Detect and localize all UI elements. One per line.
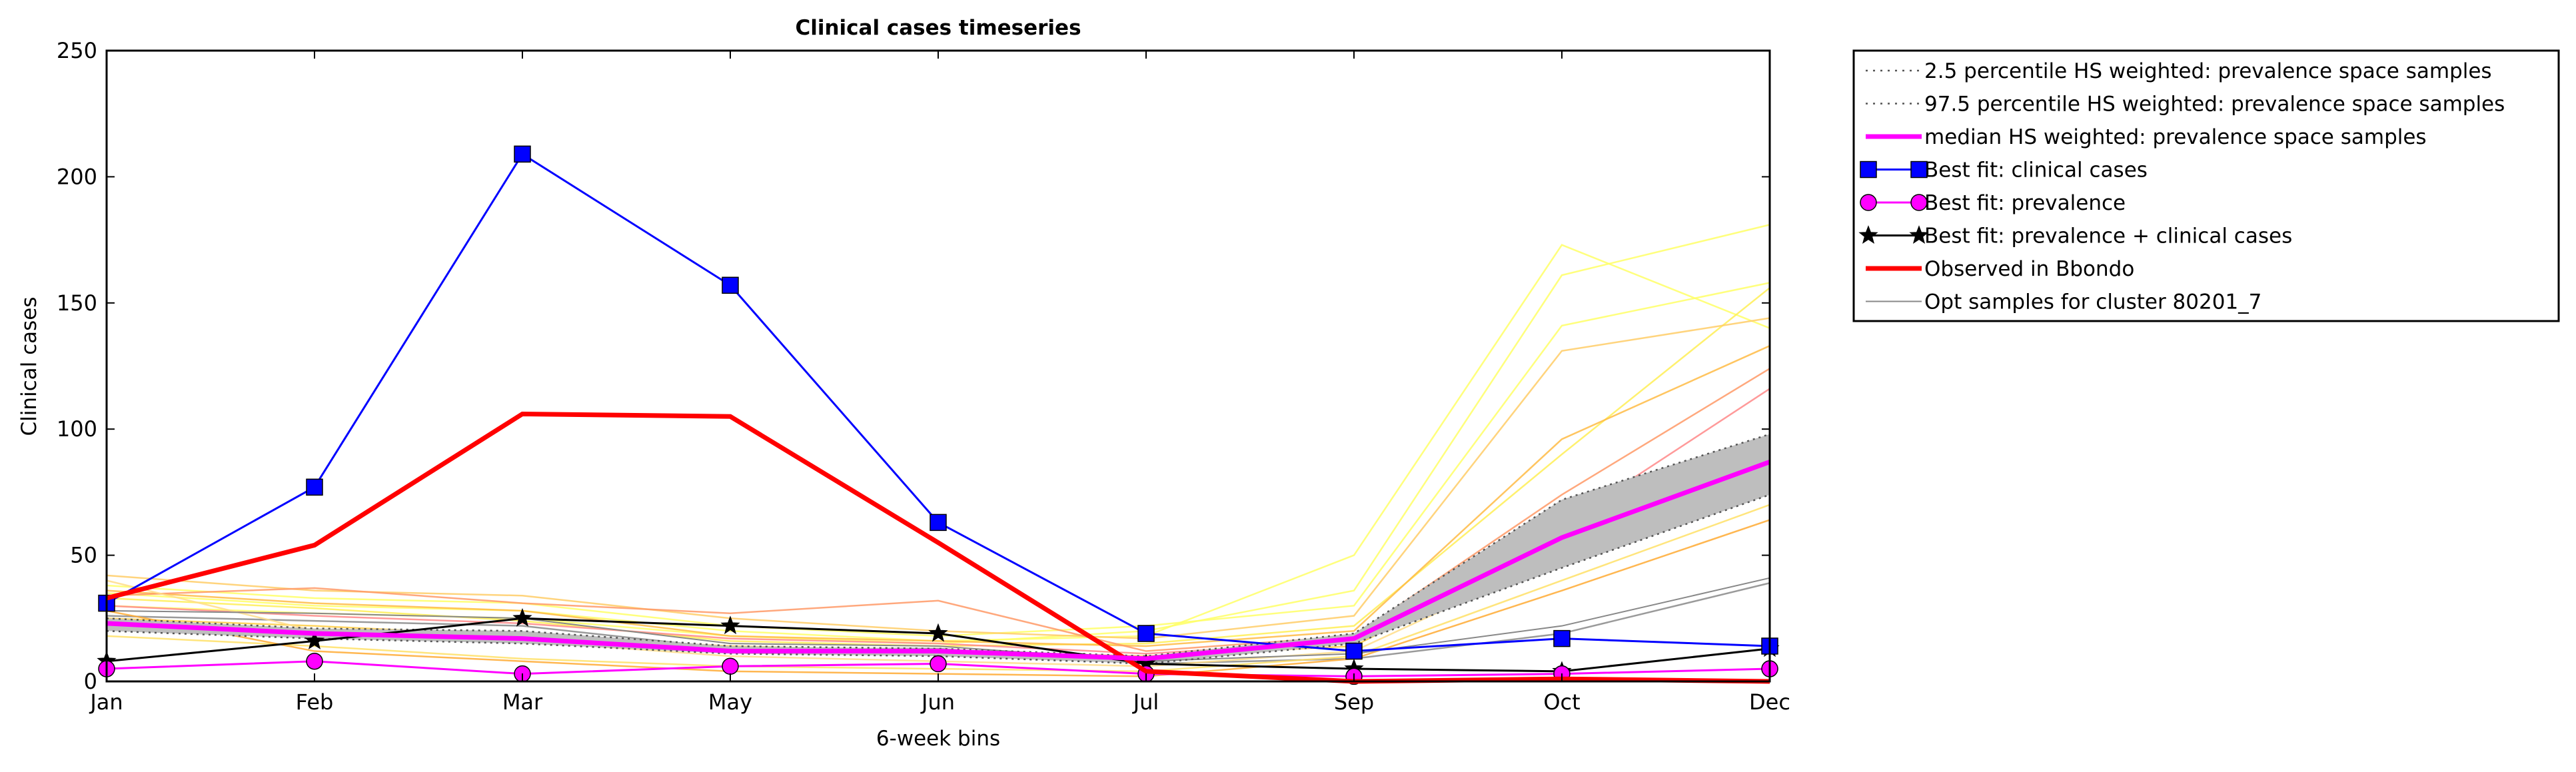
series-line-7 — [106, 577, 1770, 662]
legend-label-6: Observed in Bbondo — [1924, 257, 2134, 281]
series-4-point-1 — [306, 652, 323, 670]
axes: Jan Feb Mar May Jun Jul Sep Oct Dec 0 50 100 150 200 2… — [57, 38, 1790, 715]
sample-line-6 — [106, 345, 1770, 647]
series-line-0 — [106, 494, 1770, 665]
x-tick-label-7: Oct — [1543, 689, 1580, 715]
legend-label-5: Best fit: prevalence + clinical cases — [1924, 224, 2292, 248]
x-tick-label-5: Jul — [1132, 689, 1159, 715]
y-axis-label: Clinical cases — [17, 296, 41, 436]
series-5-point-4 — [928, 623, 948, 642]
chart-title: Clinical cases timeseries — [795, 16, 1081, 40]
y-tick-label-5: 250 — [57, 38, 97, 63]
series-4-point-3 — [722, 657, 739, 675]
legend-marker-end-5 — [1909, 225, 1929, 244]
legend-label-3: Best fit: clinical cases — [1924, 159, 2148, 183]
x-tick-label-0: Jan — [89, 689, 123, 715]
legend-label-1: 97.5 percentile HS weighted: prevalence … — [1924, 93, 2505, 117]
x-tick-label-2: Mar — [502, 689, 543, 715]
legend-marker-start-3 — [1860, 161, 1877, 179]
series-0 — [106, 494, 1770, 665]
legend-marker-start-5 — [1858, 225, 1878, 244]
series-3-point-4 — [930, 514, 947, 532]
series-5-point-1 — [305, 630, 324, 649]
x-axis-label: 6-week bins — [876, 727, 1000, 751]
x-tick-label-8: Dec — [1749, 689, 1790, 715]
y-tick-label-0: 0 — [84, 669, 97, 694]
legend-label-7: Opt samples for cluster 80201_7 — [1924, 290, 2261, 314]
series-1 — [106, 433, 1770, 657]
legend-marker-end-3 — [1910, 161, 1928, 179]
series-5-point-2 — [512, 607, 532, 627]
legend-box — [1852, 49, 2560, 322]
series-2 — [106, 460, 1771, 661]
y-tick-label-4: 200 — [57, 164, 97, 189]
legend: 2.5 percentile HS weighted: prevalence s… — [1852, 49, 2560, 322]
legend-marker-start-4 — [1860, 194, 1877, 211]
sample-line-7 — [106, 368, 1770, 652]
legend-label-0: 2.5 percentile HS weighted: prevalence s… — [1924, 59, 2492, 83]
series-5-point-3 — [720, 615, 740, 635]
series-4-point-4 — [930, 655, 947, 673]
x-tick-label-4: Jun — [920, 689, 955, 715]
x-tick-label-1: Feb — [296, 689, 334, 715]
legend-marker-end-4 — [1910, 194, 1928, 211]
x-tick-label-6: Sep — [1334, 689, 1374, 715]
series-3 — [98, 145, 1778, 660]
legend-label-4: Best fit: prevalence — [1924, 191, 2126, 215]
y-tick-label-3: 150 — [57, 290, 97, 316]
series-3-point-5 — [1137, 625, 1155, 642]
series-line-6 — [106, 411, 1770, 684]
series-3-point-7 — [1553, 629, 1571, 647]
y-tick-label-2: 100 — [57, 416, 97, 442]
series-7 — [106, 577, 1770, 662]
series-3-point-6 — [1345, 642, 1363, 660]
series-line-2 — [106, 460, 1771, 661]
series-line-1 — [106, 433, 1770, 657]
y-tick-label-1: 50 — [70, 543, 97, 568]
series-3-point-2 — [514, 145, 531, 163]
series-6 — [106, 411, 1770, 684]
plot-area — [97, 145, 1780, 685]
series-3-point-1 — [306, 478, 323, 496]
legend-label-2: median HS weighted: prevalence space sam… — [1924, 125, 2427, 149]
x-tick-label-3: May — [708, 689, 752, 715]
series-3-point-3 — [722, 276, 739, 294]
